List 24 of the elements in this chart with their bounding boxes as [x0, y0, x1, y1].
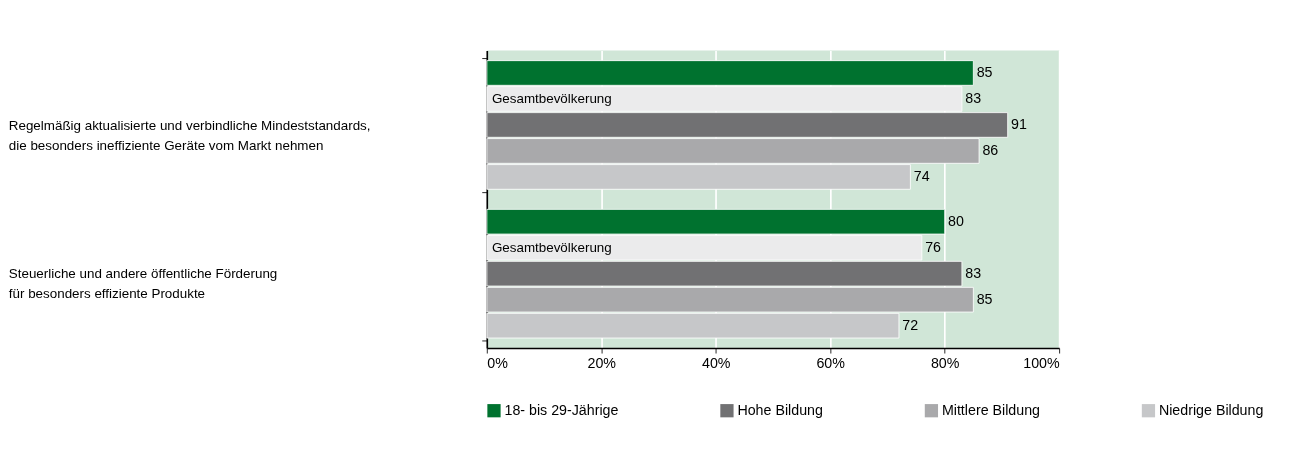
legend-label: Mittlere Bildung — [941, 401, 1040, 418]
data-label: 85 — [976, 290, 993, 307]
x-tick-label: 40% — [701, 354, 731, 371]
annotation: Gesamtbevölkerung — [491, 91, 612, 107]
x-tick-label: 20% — [587, 354, 617, 371]
data-label: 83 — [965, 90, 982, 107]
legend-label: 18- bis 29-Jährige — [504, 401, 619, 418]
data-label: 74 — [913, 168, 930, 185]
legend-label: Niedrige Bildung — [1158, 401, 1264, 418]
legend-label: Hohe Bildung — [737, 401, 823, 418]
data-label: 80 — [948, 212, 964, 229]
data-label: 72 — [902, 316, 919, 333]
x-tick-label: 100% — [1023, 354, 1060, 371]
data-label: 86 — [982, 142, 999, 159]
x-tick-label: 80% — [930, 354, 960, 371]
x-tick-label: 0% — [487, 354, 509, 371]
data-label: 76 — [925, 238, 942, 255]
y-tick-label: Regelmäßig aktualisierte und verbindliche Mindeststandards, die besonders ineffiziente Geräte vom Markt nehmen — [8, 117, 371, 153]
data-label: 85 — [976, 64, 993, 81]
annotation: Gesamtbevölkerung — [491, 239, 612, 255]
x-tick-label: 60% — [816, 354, 846, 371]
y-tick-label: Steuerliche und andere öffentliche Förderung für besonders effiziente Produkte — [8, 266, 278, 302]
data-label: 91 — [1011, 116, 1027, 133]
data-label: 83 — [965, 264, 982, 281]
